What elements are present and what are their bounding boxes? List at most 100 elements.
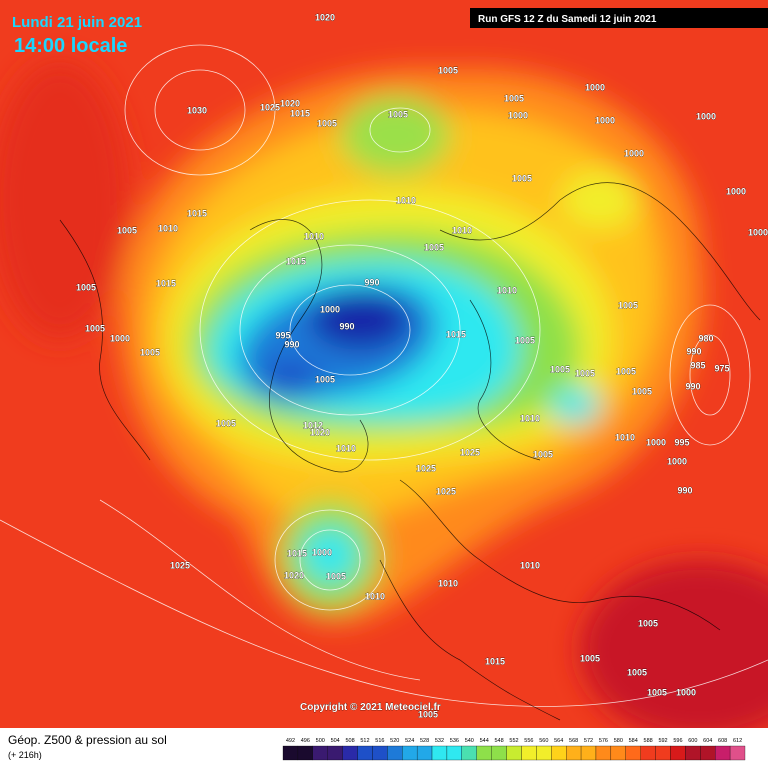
isobar-label: 985 bbox=[690, 360, 705, 370]
isobar-label: 990 bbox=[339, 321, 354, 331]
isobar-label: 1005 bbox=[647, 687, 667, 697]
colorbar-label: 528 bbox=[420, 738, 429, 744]
colorbar-label: 544 bbox=[480, 738, 489, 744]
colorbar-swatch bbox=[551, 745, 567, 761]
colorbar-swatch bbox=[700, 745, 716, 761]
isobar-label: 1000 bbox=[748, 227, 768, 237]
isobar-label: 1005 bbox=[317, 118, 337, 128]
isobar-label: 1005 bbox=[638, 618, 658, 628]
colorbar-label: 608 bbox=[718, 738, 727, 744]
isobar-label: 1015 bbox=[287, 548, 307, 558]
isobar-label: 1005 bbox=[216, 418, 236, 428]
colorbar-label: 512 bbox=[360, 738, 369, 744]
colorbar-label: 572 bbox=[584, 738, 593, 744]
isobar-label: 1015 bbox=[290, 108, 310, 118]
colorbar-label: 612 bbox=[733, 738, 742, 744]
colorbar-swatch bbox=[357, 745, 373, 761]
colorbar-label: 600 bbox=[688, 738, 697, 744]
colorbar-swatch bbox=[297, 745, 313, 761]
isobar-label: 1015 bbox=[485, 656, 505, 666]
isobar-label: 1005 bbox=[550, 364, 570, 374]
isobar-label: 1000 bbox=[726, 186, 746, 196]
isobar-label: 995 bbox=[275, 330, 290, 340]
forecast-time: 14:00 locale bbox=[14, 35, 127, 57]
coastlines bbox=[59, 182, 761, 721]
isobar-label: 1005 bbox=[533, 449, 553, 459]
colorbar-swatch bbox=[715, 745, 731, 761]
colorbar-label: 560 bbox=[539, 738, 548, 744]
isobar-label: 1005 bbox=[580, 653, 600, 663]
colorbar-label: 584 bbox=[629, 738, 638, 744]
colorbar-label: 548 bbox=[495, 738, 504, 744]
colorbar-swatch bbox=[566, 745, 582, 761]
footer-title: Géop. Z500 & pression au sol bbox=[8, 733, 167, 747]
colorbar-swatch bbox=[506, 745, 522, 761]
isobar-label: 1020 bbox=[284, 570, 304, 580]
colorbar-label: 552 bbox=[509, 738, 518, 744]
isobar-label: 1020 bbox=[310, 427, 330, 437]
isobar-label: 1010 bbox=[438, 578, 458, 588]
colorbar-label: 520 bbox=[390, 738, 399, 744]
run-banner bbox=[470, 8, 768, 28]
colorbar-swatch bbox=[476, 745, 492, 761]
isobar-label: 1000 bbox=[646, 437, 666, 447]
colorbar-label: 580 bbox=[614, 738, 623, 744]
isobar-label: 1005 bbox=[618, 300, 638, 310]
geopotential-field bbox=[0, 60, 768, 740]
colorbar-swatch bbox=[491, 745, 507, 761]
colorbar-label: 496 bbox=[301, 738, 310, 744]
colorbar-swatch bbox=[670, 745, 686, 761]
colorbar-swatch bbox=[312, 745, 328, 761]
isobar-label: 990 bbox=[284, 339, 299, 349]
isobar-label: 1005 bbox=[616, 366, 636, 376]
colorbar-swatch bbox=[282, 745, 299, 761]
colorbar-label: 532 bbox=[435, 738, 444, 744]
colorbar-swatch bbox=[610, 745, 626, 761]
isobar-label: 990 bbox=[677, 485, 692, 495]
isobar-label: 1010 bbox=[520, 560, 540, 570]
isobar-label: 990 bbox=[685, 381, 700, 391]
isobar-label: 1005 bbox=[424, 242, 444, 252]
isobar-label: 1015 bbox=[156, 278, 176, 288]
colorbar: 492 496 500 504 508 512 516 520 524 528 532 536 540 5… bbox=[282, 738, 746, 761]
isobar-label: 1005 bbox=[632, 386, 652, 396]
isobar-label: 1025 bbox=[170, 560, 190, 570]
colorbar-swatch bbox=[387, 745, 403, 761]
isobar-label: 1000 bbox=[110, 333, 130, 343]
isobar-label: 1010 bbox=[520, 413, 540, 423]
run-info: Run GFS 12 Z du Samedi 12 juin 2021 bbox=[478, 14, 657, 25]
forecast-date: Lundi 21 juin 2021 bbox=[12, 14, 142, 31]
colorbar-swatch bbox=[431, 745, 448, 761]
isobar-label: 1010 bbox=[336, 443, 356, 453]
colorbar-swatch bbox=[729, 745, 746, 761]
colorbar-swatch bbox=[685, 745, 701, 761]
colorbar-swatch bbox=[372, 745, 388, 761]
isobar-label: 1025 bbox=[460, 447, 480, 457]
isobar-label: 1005 bbox=[85, 323, 105, 333]
isobar-label: 1025 bbox=[436, 486, 456, 496]
isobar-label: 1000 bbox=[696, 111, 716, 121]
colorbar-label: 568 bbox=[569, 738, 578, 744]
isobar-label: 1012 bbox=[303, 420, 323, 430]
colorbar-label: 536 bbox=[450, 738, 459, 744]
colorbar-swatch bbox=[536, 745, 552, 761]
isobar-label: 1000 bbox=[312, 547, 332, 557]
colorbar-label: 516 bbox=[375, 738, 384, 744]
colorbar-label: 524 bbox=[405, 738, 414, 744]
colorbar-label: 564 bbox=[554, 738, 563, 744]
colorbar-swatch bbox=[640, 745, 656, 761]
isobar-label: 1005 bbox=[418, 709, 438, 719]
colorbar-swatch bbox=[595, 745, 612, 761]
isobar-label: 990 bbox=[686, 346, 701, 356]
isobar-label: 1020 bbox=[280, 98, 300, 108]
isobar-label: 1010 bbox=[497, 285, 517, 295]
isobar-label: 980 bbox=[698, 333, 713, 343]
colorbar-swatch bbox=[402, 745, 418, 761]
colorbar-label: 492 bbox=[286, 738, 295, 744]
isobar-label: 1010 bbox=[452, 225, 472, 235]
isobar-label: 1005 bbox=[315, 374, 335, 384]
isobar-label: 1005 bbox=[117, 225, 137, 235]
